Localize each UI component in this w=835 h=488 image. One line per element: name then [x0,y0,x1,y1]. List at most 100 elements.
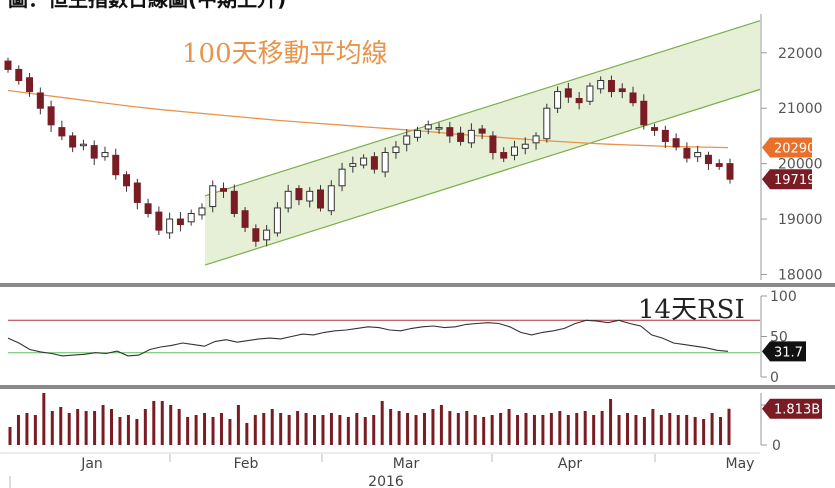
candle [90,140,98,166]
volume-bar [702,419,706,445]
x-tick-label: May [726,456,755,472]
candle [586,82,594,106]
volume-bar [532,415,536,445]
candle [327,180,335,216]
volume-bar [101,405,105,445]
divider-rsi-volume [0,385,835,389]
candle [489,131,497,160]
price-tick-label: 18000 [778,267,823,283]
volume-bar [118,417,122,445]
candle [403,129,411,152]
volume-bar [313,415,317,445]
x-tick-label: Mar [393,456,420,472]
x-tick-label: Feb [234,456,259,472]
volume-bar [363,417,367,445]
candle [295,185,303,206]
volume-bar [33,415,37,445]
volume-bar [465,411,469,445]
x-tick-label: Jan [80,456,103,472]
volume-bar [67,413,71,445]
volume-bar [8,427,12,445]
trend-channel-fill [205,20,760,266]
ma100-line [7,89,729,149]
volume-bar [507,409,511,445]
volume-bar [693,417,697,445]
candle [532,132,540,150]
price-panel: 100天移動平均線 [4,20,761,266]
price-tick-label: 19000 [778,212,823,228]
candle [446,121,454,143]
candle [564,82,572,103]
volume-bar [169,405,173,445]
volume-bar [228,419,232,445]
volume-bar [473,415,477,445]
candle [187,209,195,226]
volume-bar [617,415,621,445]
candle [683,142,691,163]
candle [155,206,163,236]
candle [241,207,249,233]
volume-bar [558,411,562,445]
candle [607,75,615,98]
candle [575,91,583,110]
svg-text:19719: 19719 [774,173,815,188]
volume-bar [236,405,240,445]
volume-bar [126,415,130,445]
volume-bar [59,407,63,445]
volume-bar [727,408,731,445]
volume-bar [668,413,672,445]
volume-bar [143,409,147,445]
svg-text:1.813B: 1.813B [774,403,820,418]
candle [424,120,432,135]
candle [144,198,152,218]
rsi-label: 14天RSI [638,295,745,325]
candle [370,152,378,174]
candle [413,126,421,142]
rsi-line [7,319,729,357]
volume-bar [211,417,215,445]
x-year-label: 2016 [368,474,404,488]
candle [4,57,12,73]
candle [338,162,346,192]
volume-bar [456,413,460,445]
price-tick-label: 21000 [778,101,823,117]
candle [317,185,325,212]
volume-bar [676,415,680,445]
candle [209,180,217,213]
candle [166,212,174,239]
volume-panel [8,393,731,445]
volume-bar [338,415,342,445]
volume-bar [93,411,97,445]
volume-bar [329,413,333,445]
candle [79,139,87,151]
candle [284,184,292,213]
candle [26,72,34,97]
volume-bar [609,399,613,445]
volume-bar [439,405,443,445]
volume-bar [431,409,435,445]
candle [543,103,551,143]
candle [123,171,131,192]
volume-bar [490,415,494,445]
volume-bar [719,417,723,445]
volume-bar [355,413,359,445]
volume-bar [296,411,300,445]
volume-bar [710,413,714,445]
volume-bar [414,415,418,445]
candle [715,159,723,170]
volume-bar [346,417,350,445]
chart-title: 圖：恒生指數日線圖(中期上升) [8,0,286,11]
candle [198,203,206,220]
ma100-value-badge: 20290 [762,137,815,158]
volume-bar [304,413,308,445]
candle [521,137,529,155]
candle [467,123,475,148]
volume-bar [135,419,139,445]
candle [618,83,626,99]
volume-bar [203,413,207,445]
price-tick-label: 20000 [778,157,823,173]
candle [651,123,659,136]
rsi-tick-label: 100 [770,289,797,305]
volume-bar [160,401,164,445]
